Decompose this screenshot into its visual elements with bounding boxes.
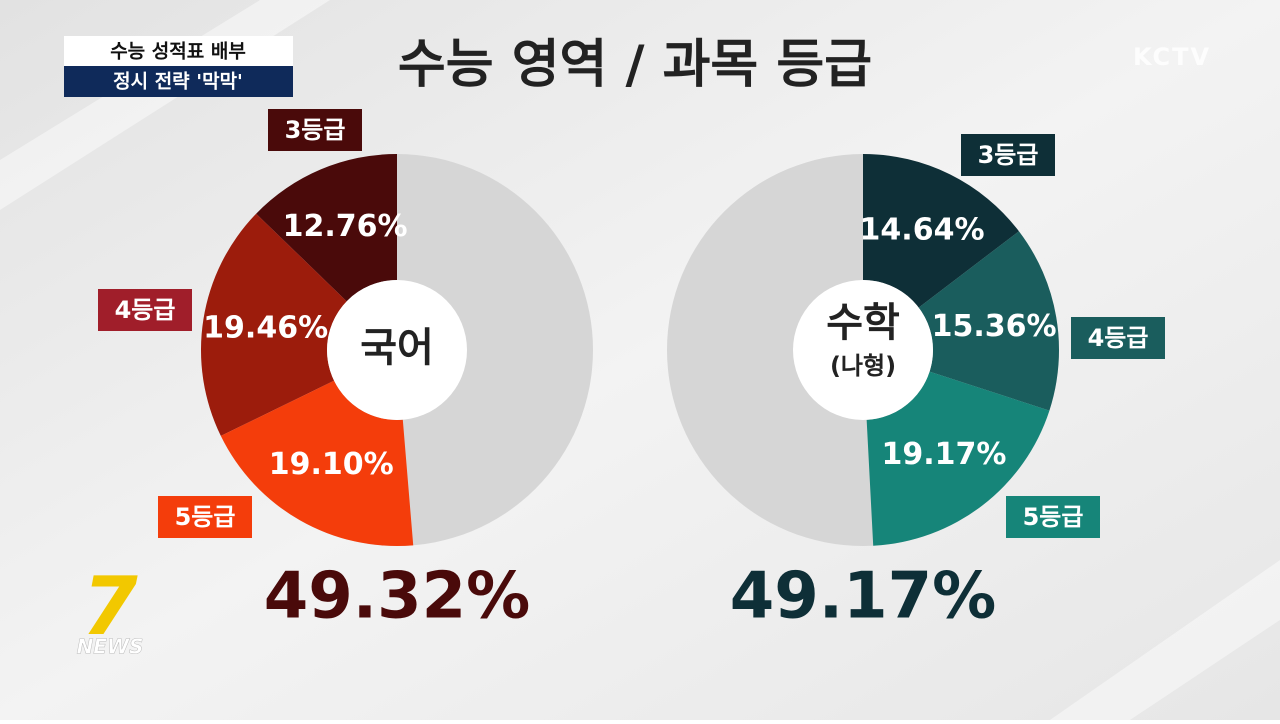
value-label: 12.76% [283, 209, 408, 244]
pie-slice [866, 371, 1050, 546]
category-box [1006, 496, 1100, 538]
chart-title: 수능 영역 / 과목 등급 [398, 35, 872, 95]
category-box [158, 496, 252, 538]
category-label: 5등급 [175, 503, 236, 531]
badge-text: NEWS [77, 635, 144, 659]
logo: KCTV [1133, 43, 1211, 71]
pie-center [327, 280, 467, 420]
category-label: 3등급 [285, 116, 346, 144]
category-label: 4등급 [1088, 324, 1149, 352]
total-label: 49.32% [264, 560, 531, 634]
value-label: 19.46% [203, 311, 328, 346]
value-label: 19.17% [881, 437, 1006, 472]
pie-slice [256, 154, 397, 302]
badge-number: 7 [82, 560, 138, 653]
value-label: 19.10% [269, 447, 394, 482]
value-label: 14.64% [860, 212, 985, 247]
category-label: 5등급 [1023, 503, 1084, 531]
category-box [961, 134, 1055, 176]
category-box [98, 289, 192, 331]
pie-slice [863, 154, 1019, 308]
header-box-1 [64, 36, 293, 66]
header-line1: 수능 성적표 배부 [110, 41, 246, 63]
center-label: (나형) [830, 352, 896, 380]
pie-slice [201, 213, 347, 436]
value-label: 15.36% [932, 309, 1057, 344]
category-label: 3등급 [978, 141, 1039, 169]
header-box-2 [64, 66, 293, 97]
pie-slice [918, 231, 1059, 411]
category-label: 4등급 [115, 296, 176, 324]
header-line2: 정시 전략 '막막' [113, 71, 243, 93]
pie-slice [220, 380, 414, 546]
center-label: 수학 [826, 300, 900, 346]
center-label: 국어 [360, 325, 434, 371]
pie-center [793, 280, 933, 420]
total-label: 49.17% [730, 560, 997, 634]
category-box [268, 109, 362, 151]
category-box [1071, 317, 1165, 359]
